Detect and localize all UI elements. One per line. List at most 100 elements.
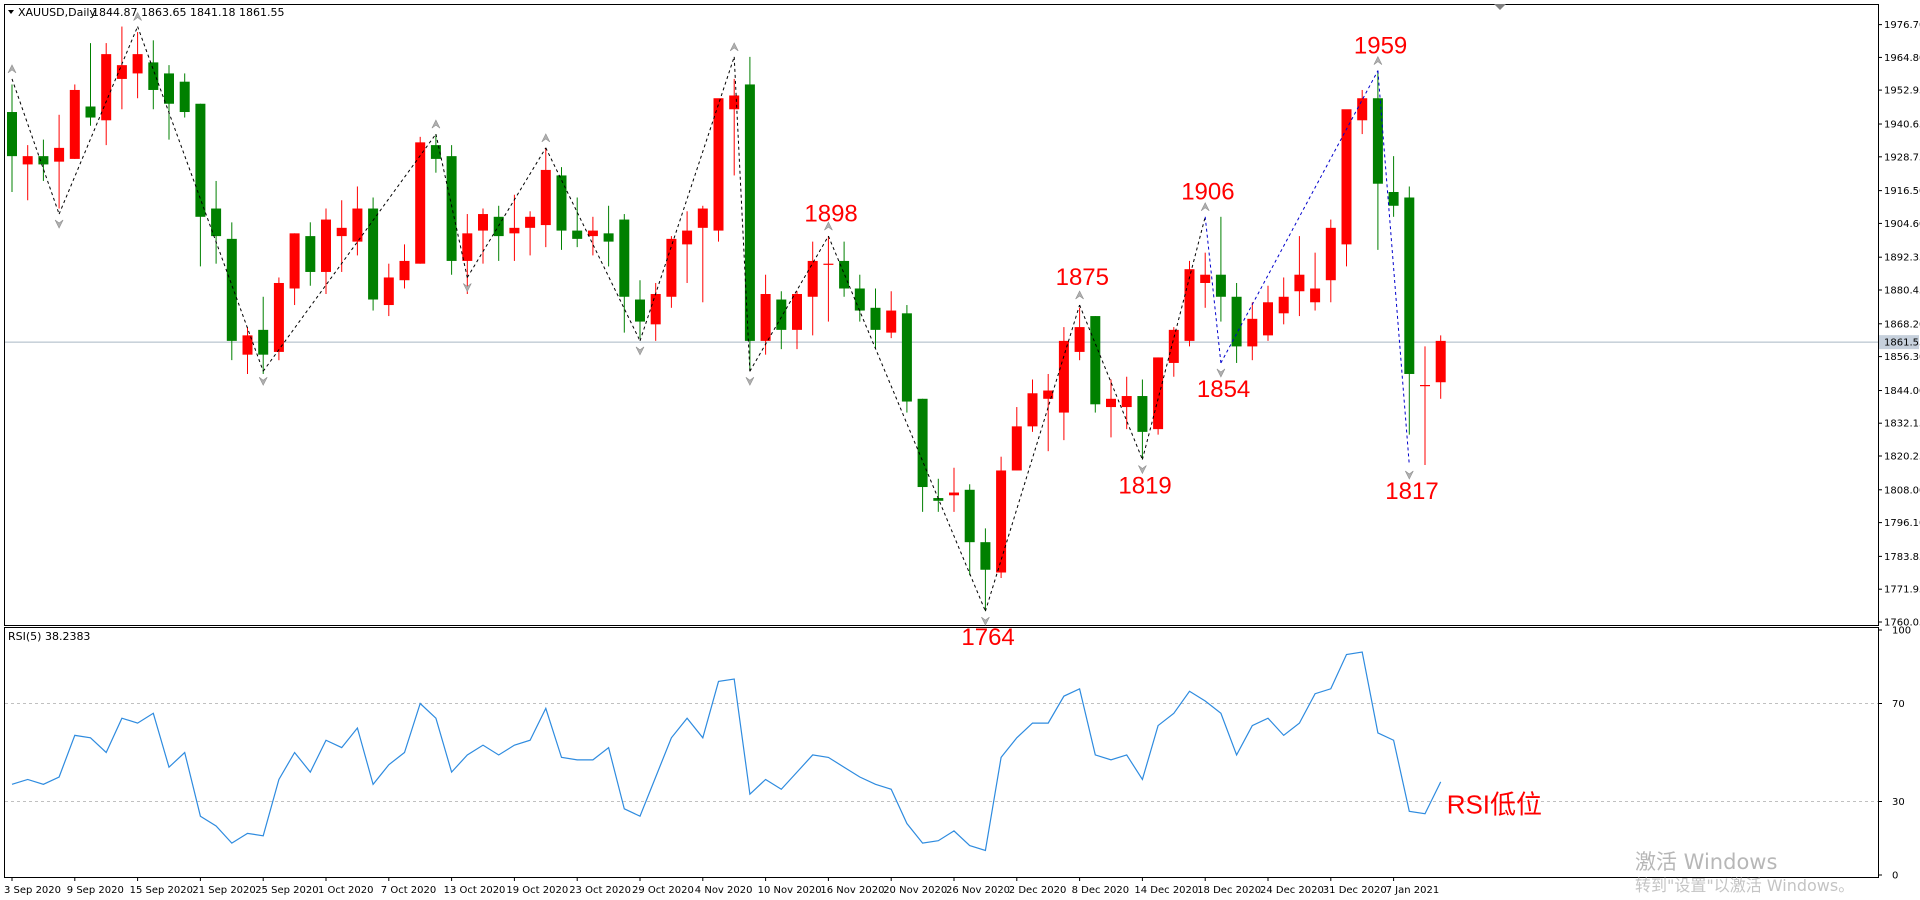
candle-up	[289, 233, 300, 289]
zigzag-segment	[749, 235, 829, 372]
candle-down	[493, 216, 504, 237]
candle-down	[603, 233, 614, 242]
zigzag-arrow-icon	[541, 133, 551, 143]
candle-up	[509, 227, 520, 234]
rsi-tick-label: 0	[1892, 871, 1898, 882]
candle-down	[368, 208, 379, 300]
candle-up	[478, 214, 488, 231]
candle-up	[1106, 398, 1116, 408]
candle-up	[1121, 396, 1132, 408]
candle-down	[305, 236, 316, 272]
chart-header-symbol: XAUUSD,Daily	[18, 6, 96, 19]
zigzag-arrow-icon	[258, 376, 268, 386]
price-annotation: 1819	[1118, 472, 1171, 499]
rsi-tick-label: 100	[1892, 626, 1911, 637]
candle-down	[1215, 274, 1226, 297]
candle-down	[1388, 191, 1399, 206]
zigzag-arrow-icon	[54, 219, 64, 229]
rsi-layer: 100 70 30 0 RSI低位	[5, 626, 1911, 882]
time-tick-label: 24 Dec 2020	[1260, 885, 1324, 896]
candle-up	[996, 470, 1007, 573]
candle-up	[336, 227, 347, 237]
candle-up	[273, 282, 284, 352]
candle-down	[933, 498, 944, 501]
candle-up	[116, 65, 127, 79]
zigzag-arrow-icon	[745, 376, 755, 386]
candle-up	[713, 98, 724, 231]
zigzag-arrow-icon	[1405, 470, 1414, 480]
time-tick-label: 2 Dec 2020	[1009, 885, 1067, 896]
candle-up	[1357, 98, 1368, 121]
candle-down	[635, 299, 645, 322]
candle-down	[901, 313, 912, 402]
zigzag-segment	[137, 26, 264, 372]
zigzag-segment	[1204, 216, 1222, 363]
candle-up	[587, 230, 598, 237]
candle-up	[1043, 390, 1054, 399]
candle-down	[148, 62, 159, 90]
price-tick-label: 1940.65	[1884, 120, 1920, 131]
time-tick-label: 21 Sep 2020	[192, 885, 255, 896]
time-tick-label: 16 Nov 2020	[820, 885, 884, 896]
price-annotation: 1817	[1385, 478, 1438, 505]
candle-down	[839, 260, 850, 289]
time-tick-label: 3 Sep 2020	[4, 885, 61, 896]
candle-down	[226, 238, 237, 341]
candle-up	[1153, 357, 1164, 430]
time-tick-label: 14 Dec 2020	[1134, 885, 1198, 896]
candle-down	[164, 73, 174, 104]
candle-up	[383, 277, 394, 306]
candle-up	[792, 294, 802, 330]
time-tick-label: 20 Nov 2020	[883, 885, 947, 896]
zigzag-segment	[58, 26, 139, 215]
activation-watermark-subtitle: 转到"设置"以激活 Windows。	[1635, 876, 1854, 895]
candle-down	[854, 288, 865, 311]
price-tick-label: 1832.15	[1884, 419, 1920, 430]
time-tick-label: 9 Sep 2020	[67, 885, 124, 896]
zigzag-arrow-icon	[1216, 368, 1226, 378]
candle-up	[1200, 274, 1211, 283]
candle-up	[1325, 227, 1336, 281]
zigzag-segment	[984, 304, 1081, 612]
time-axis: 3 Sep 2020 9 Sep 2020 15 Sep 2020 21 Sep 20…	[4, 877, 1439, 896]
candle-up	[760, 294, 771, 341]
symbol-dropdown-icon[interactable]	[8, 10, 14, 14]
candle-down	[1137, 396, 1148, 432]
zigzag-segment	[733, 56, 751, 372]
price-tick-label: 1916.50	[1884, 186, 1920, 197]
candle-up	[1310, 288, 1321, 303]
candle-up	[1294, 274, 1305, 292]
time-tick-label: 8 Dec 2020	[1072, 885, 1130, 896]
current-price-box	[1879, 335, 1919, 350]
time-tick-label: 15 Sep 2020	[130, 885, 193, 896]
candle-up	[101, 54, 112, 121]
candle-down	[964, 489, 975, 543]
time-tick-label: 7 Oct 2020	[381, 885, 436, 896]
current-price-label: 1861.55	[1884, 338, 1920, 349]
zigzag-segment	[827, 235, 986, 612]
rsi-line	[11, 651, 1442, 852]
candle-up	[1435, 340, 1446, 383]
candle-up	[415, 142, 426, 264]
candle-down	[1404, 197, 1415, 374]
candle-up	[1184, 269, 1195, 341]
candle-up	[132, 54, 143, 74]
zigzag-segment	[1220, 70, 1379, 364]
candle-up	[650, 294, 661, 325]
activation-watermark-title: 激活 Windows	[1635, 850, 1777, 874]
candle-up	[321, 219, 331, 272]
price-annotation: 1875	[1056, 264, 1109, 291]
candle-down	[619, 219, 630, 297]
candle-down	[917, 398, 928, 488]
chart-shift-marker-icon[interactable]	[1494, 4, 1506, 10]
price-annotation: 1764	[961, 624, 1014, 651]
zigzag-arrow-icon	[1138, 465, 1147, 475]
time-tick-label: 23 Oct 2020	[569, 885, 631, 896]
candle-up	[1420, 385, 1430, 387]
time-tick-label: 7 Jan 2021	[1386, 885, 1440, 896]
candle-down	[572, 230, 583, 239]
price-tick-label: 1904.60	[1884, 219, 1920, 230]
price-annotation: 1959	[1354, 32, 1407, 59]
